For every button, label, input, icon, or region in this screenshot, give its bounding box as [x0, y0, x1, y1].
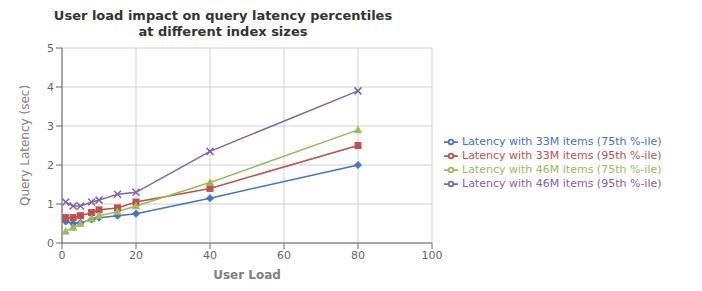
svg-text:3: 3 [47, 120, 54, 133]
html-text:Latency with 46M items (95th %: Latency with 46M items (95th %-ile) [462, 176, 662, 190]
svg-text:2: 2 [47, 159, 54, 172]
svg-text:100: 100 [422, 249, 443, 262]
svg-text:0: 0 [59, 249, 66, 262]
svg-text:40: 40 [203, 249, 217, 262]
html-text:Latency with 33M items (75th %: Latency with 33M items (75th %-ile) [462, 134, 662, 148]
svg-text:4: 4 [47, 81, 54, 94]
html-text:at different index sizes: at different index sizes [138, 24, 308, 39]
svg-text:0: 0 [47, 237, 54, 250]
html-text:Latency with 46M items (75th %: Latency with 46M items (75th %-ile) [462, 162, 662, 176]
html-text:User load impact on query late: User load impact on query latency percen… [53, 8, 393, 23]
svg-text:60: 60 [277, 249, 291, 262]
html-text:Latency with 33M items (95th %: Latency with 33M items (95th %-ile) [462, 148, 662, 162]
svg-text:20: 20 [129, 249, 143, 262]
svg-text:80: 80 [351, 249, 365, 262]
svg-text:User Load: User Load [213, 268, 281, 282]
svg-text:5: 5 [47, 42, 54, 55]
svg-text:1: 1 [47, 198, 54, 211]
svg-text:Query Latency (sec): Query Latency (sec) [18, 85, 32, 206]
